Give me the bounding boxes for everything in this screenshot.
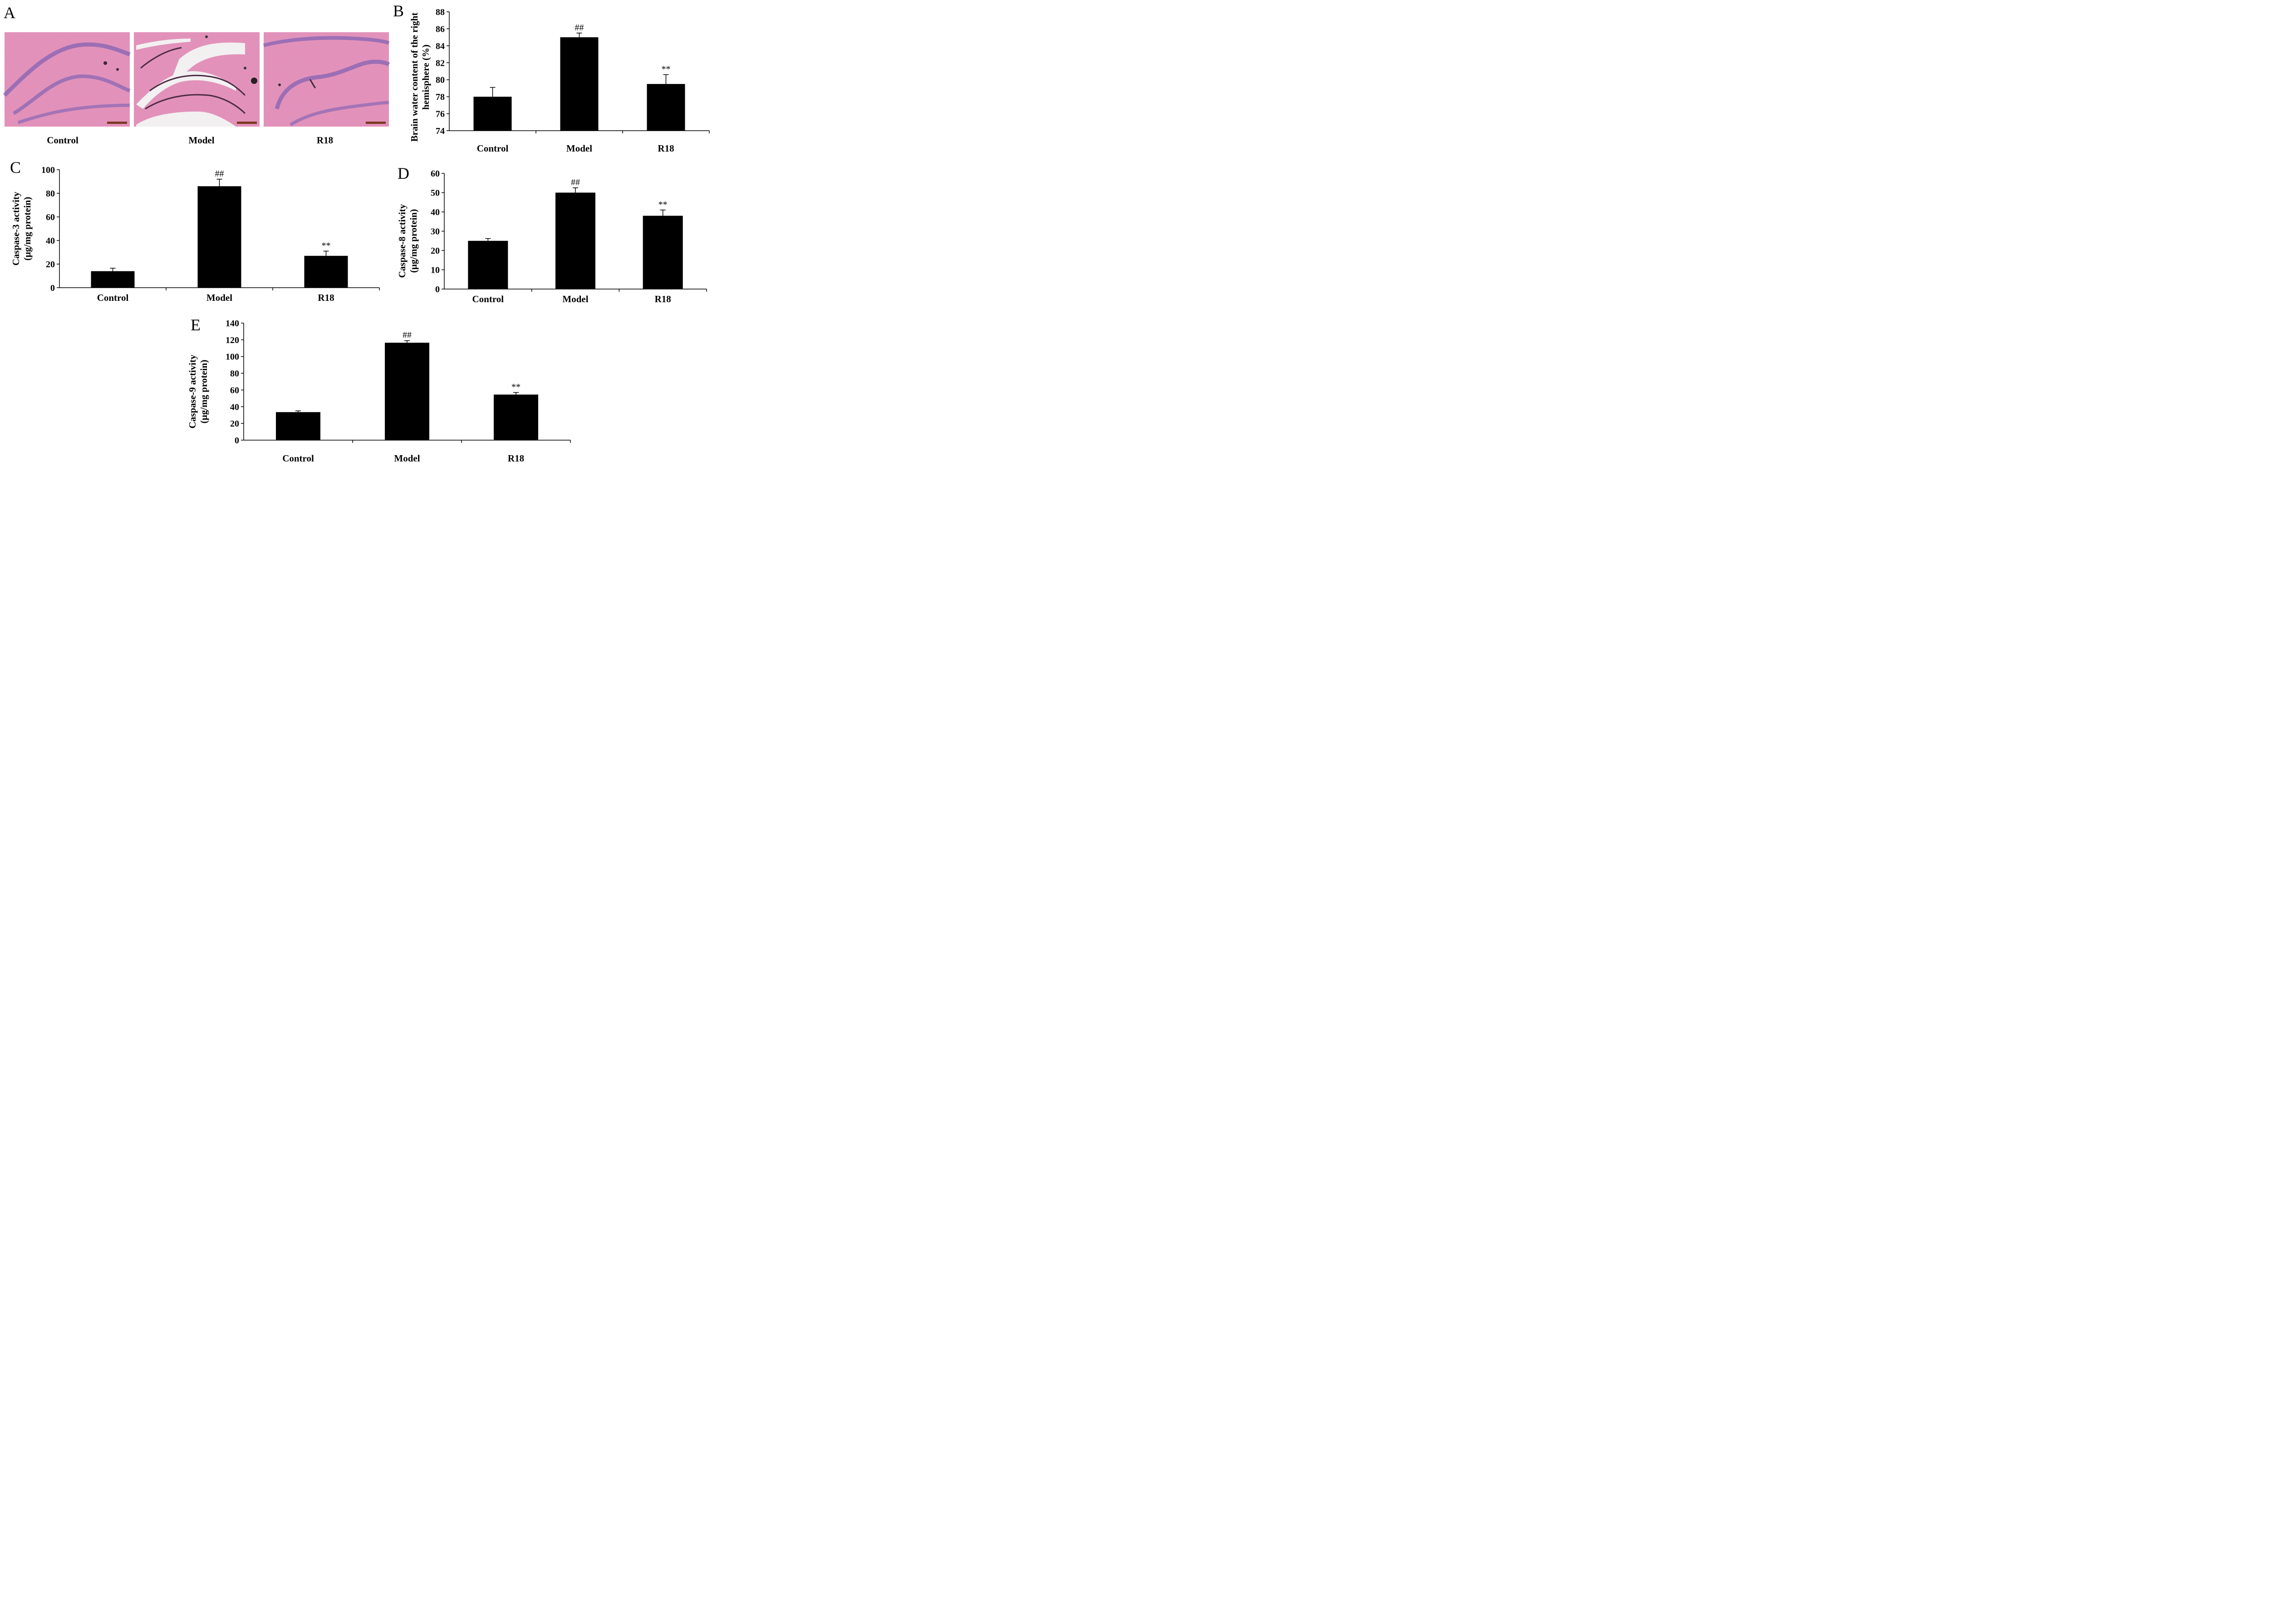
category-label-c: R18 xyxy=(318,292,334,303)
y-tick-label-b: 84 xyxy=(436,41,445,51)
panel-d-caspase8-chart: D 0 10 20 30 40 50 60 Control ## Model ** R18 Caspase… xyxy=(397,164,707,304)
bar-e-model xyxy=(385,343,429,440)
significance-label-d: ## xyxy=(571,177,580,187)
bar-c-r18 xyxy=(304,255,348,288)
y-tick-label-c: 20 xyxy=(46,260,55,270)
category-label-e: Control xyxy=(282,453,314,464)
y-tick-label-e: 20 xyxy=(230,419,239,429)
significance-label-e: ## xyxy=(403,330,412,340)
category-label-b: Control xyxy=(477,143,509,154)
y-tick-label-b: 78 xyxy=(436,92,445,102)
y-tick-label-d: 40 xyxy=(431,207,440,217)
y-tick-label-e: 60 xyxy=(230,385,239,395)
y-tick-label-e: 80 xyxy=(230,369,239,379)
micrograph-model xyxy=(134,32,260,127)
micrograph-label-r18: R18 xyxy=(317,135,333,146)
y-tick-label-c: 60 xyxy=(46,212,55,222)
bar-e-control xyxy=(276,412,320,440)
bar-b-model xyxy=(560,37,599,131)
significance-label-b: ** xyxy=(662,64,671,74)
y-axis-label-line: Brain water content of the right xyxy=(409,13,420,142)
micrograph-r18 xyxy=(263,32,390,127)
y-axis-label-b: Brain water content of the righthemisphe… xyxy=(409,13,431,142)
figure: A Control Mod xyxy=(3,2,710,464)
bar-c-control xyxy=(91,271,135,288)
y-tick-label-d: 10 xyxy=(431,265,440,275)
y-tick-label-b: 80 xyxy=(436,75,445,85)
y-tick-label-e: 120 xyxy=(226,335,239,345)
y-tick-label-d: 60 xyxy=(431,169,440,179)
panel-b-brain-water-chart: B 74 76 78 80 82 84 86 88 Control ## Model ** R18 Brai… xyxy=(393,2,710,154)
panel-letter-b: B xyxy=(393,2,404,20)
category-label-e: R18 xyxy=(508,453,524,464)
bar-c-model xyxy=(197,186,241,288)
y-axis-label-line: Caspase-3 activity xyxy=(10,191,21,265)
bar-d-r18 xyxy=(643,216,683,289)
category-label-b: Model xyxy=(566,143,592,154)
y-tick-label-b: 76 xyxy=(436,109,445,119)
panel-letter-e: E xyxy=(191,316,201,334)
y-axis-label-d: Caspase-8 activity(μg/mg protein) xyxy=(397,204,419,278)
category-label-c: Control xyxy=(97,292,129,303)
category-label-d: Model xyxy=(562,294,588,304)
y-tick-label-c: 100 xyxy=(41,165,55,175)
y-axis-label-c: Caspase-3 activity(μg/mg protein) xyxy=(10,191,33,265)
bar-d-control xyxy=(468,240,508,289)
y-tick-label-e: 0 xyxy=(235,436,239,446)
y-tick-label-b: 86 xyxy=(436,24,445,34)
y-tick-label-b: 88 xyxy=(436,7,445,17)
bar-e-r18 xyxy=(494,394,538,440)
panel-a-micrographs: A Control Mod xyxy=(3,4,390,146)
y-tick-label-e: 40 xyxy=(230,402,239,412)
category-label-c: Model xyxy=(206,292,232,303)
panel-letter-d: D xyxy=(398,164,409,182)
significance-label-c: ** xyxy=(322,240,331,250)
y-tick-label-c: 80 xyxy=(46,189,55,199)
y-tick-label-d: 20 xyxy=(431,246,440,256)
panel-e-caspase9-chart: E 0 20 40 60 80 100 120 140 Control ## Model ** R18 Ca… xyxy=(187,316,571,464)
bar-b-control xyxy=(473,97,512,131)
category-label-d: R18 xyxy=(655,294,671,304)
y-tick-label-c: 0 xyxy=(50,283,55,293)
category-label-b: R18 xyxy=(658,143,674,154)
category-label-d: Control xyxy=(472,294,504,304)
y-axis-label-e: Caspase-9 activity(μg/mg protein) xyxy=(187,354,209,428)
y-tick-label-d: 50 xyxy=(431,188,440,198)
significance-label-c: ## xyxy=(215,169,224,179)
micrograph-control xyxy=(3,32,131,127)
category-label-e: Model xyxy=(394,453,420,464)
y-tick-label-d: 0 xyxy=(435,285,440,294)
micrograph-label-control: Control xyxy=(47,135,79,146)
significance-label-d: ** xyxy=(658,200,668,210)
bar-d-model xyxy=(555,192,595,289)
y-tick-label-d: 30 xyxy=(431,227,440,237)
micrograph-label-model: Model xyxy=(188,135,214,146)
significance-label-b: ## xyxy=(575,23,584,33)
y-tick-label-e: 100 xyxy=(226,352,239,362)
y-tick-label-e: 140 xyxy=(226,319,239,329)
y-tick-label-c: 40 xyxy=(46,236,55,246)
y-axis-label-line: (μg/mg protein) xyxy=(408,209,419,273)
y-axis-label-line: hemisphere (%) xyxy=(420,44,431,110)
significance-label-e: ** xyxy=(511,382,521,392)
y-axis-label-line: Caspase-9 activity xyxy=(187,354,198,428)
y-axis-label-line: Caspase-8 activity xyxy=(397,204,408,278)
y-axis-label-line: (μg/mg protein) xyxy=(198,360,209,423)
panel-letter-a: A xyxy=(4,4,15,22)
panel-letter-c: C xyxy=(10,158,21,177)
bar-b-r18 xyxy=(647,84,685,131)
panel-c-caspase3-chart: C 0 20 40 60 80 100 Control ## Model ** R18 Caspase-… xyxy=(10,158,380,303)
y-tick-label-b: 82 xyxy=(436,58,445,68)
y-axis-label-line: (μg/mg protein) xyxy=(22,197,33,260)
y-tick-label-b: 74 xyxy=(436,126,445,136)
